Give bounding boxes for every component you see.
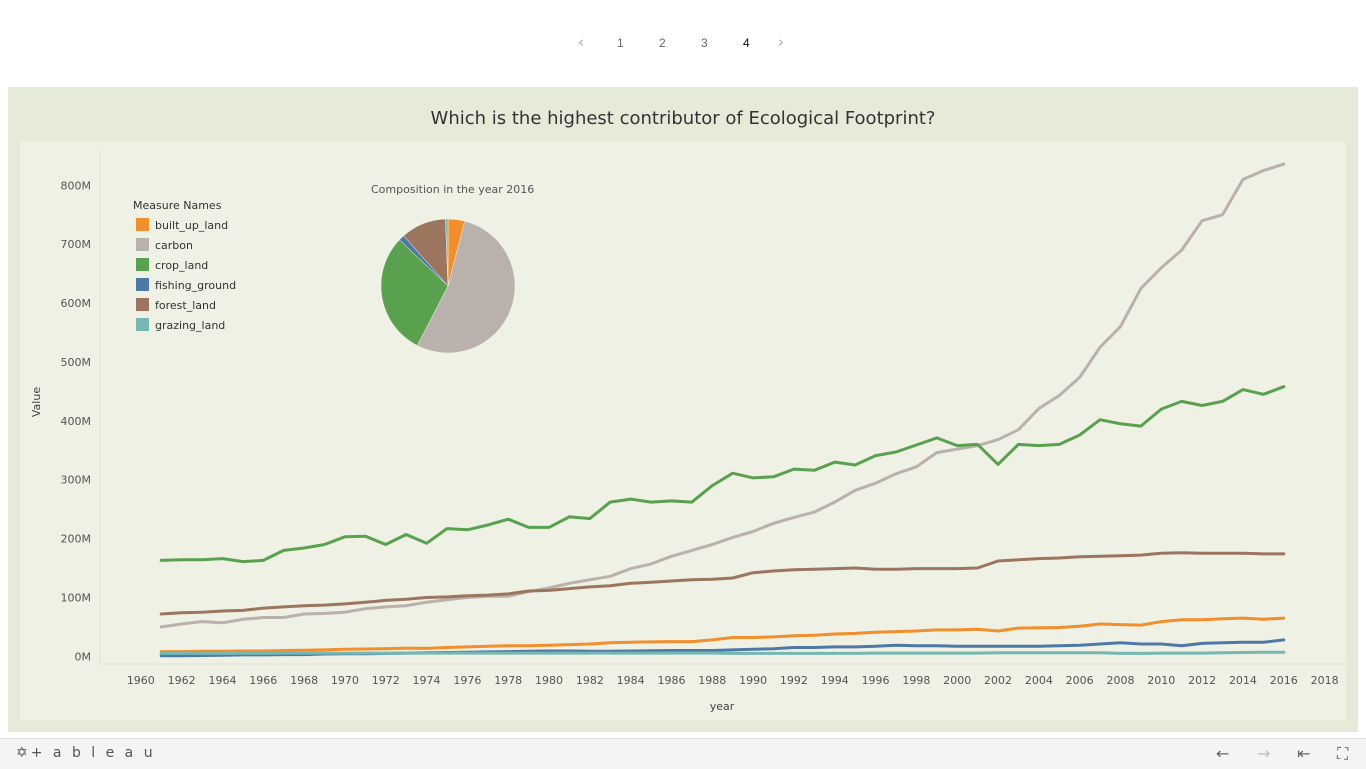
dashboard: Which is the highest contributor of Ecol… <box>8 87 1358 732</box>
y-tick-label: 800M <box>61 179 92 192</box>
x-tick-label: 1970 <box>331 674 359 687</box>
x-tick-label: 1986 <box>657 674 685 687</box>
x-tick-label: 1988 <box>698 674 726 687</box>
fullscreen-icon[interactable]: ⛶ <box>1337 744 1349 763</box>
revert-icon[interactable]: ⇤ <box>1297 744 1311 763</box>
page-link-4[interactable]: 4 <box>743 36 750 50</box>
legend-label-carbon: carbon <box>155 239 193 252</box>
y-axis-title: Value <box>30 387 43 417</box>
y-tick-label: 500M <box>61 356 92 369</box>
x-tick-label: 1984 <box>617 674 645 687</box>
y-tick-label: 400M <box>61 415 92 428</box>
undo-icon[interactable]: ← <box>1216 744 1230 763</box>
legend-label-forest-land: forest_land <box>155 299 216 312</box>
legend-swatch-built-up-land <box>136 218 149 231</box>
x-tick-label: 2018 <box>1311 674 1339 687</box>
x-tick-label: 1998 <box>902 674 930 687</box>
chevron-right-icon[interactable]: › <box>778 33 784 51</box>
ecological-footprint-chart: 0M 100M 200M 300M 400M 500M 600M 700M 800M 1960 19… <box>30 150 1345 713</box>
series-line-built-up-land <box>159 616 1286 654</box>
legend-swatch-forest-land <box>136 298 149 311</box>
dashboard-title: Which is the highest contributor of Ecol… <box>430 108 936 129</box>
legend-swatch-crop-land <box>136 258 149 271</box>
page-link-1[interactable]: 1 <box>617 36 624 50</box>
pie-slice-grazing-land <box>445 218 449 287</box>
x-tick-label: 2000 <box>943 674 971 687</box>
tableau-logo-icon: ✡ <box>16 745 31 761</box>
legend-label-fishing-ground: fishing_ground <box>155 279 236 292</box>
y-tick-label: 0M <box>75 650 92 663</box>
chevron-left-icon[interactable]: ‹ <box>578 33 584 51</box>
x-tick-label: 1966 <box>249 674 277 687</box>
y-tick-label: 300M <box>61 474 92 487</box>
x-tick-label: 2014 <box>1229 674 1257 687</box>
legend-swatch-grazing-land <box>136 318 149 331</box>
x-tick-label: 1978 <box>494 674 522 687</box>
y-tick-label: 600M <box>61 297 92 310</box>
x-tick-label: 1994 <box>821 674 849 687</box>
x-tick-label: 1968 <box>290 674 318 687</box>
x-tick-label: 1972 <box>372 674 400 687</box>
x-tick-label: 1964 <box>208 674 236 687</box>
series-line-carbon <box>159 162 1286 629</box>
x-tick-label: 1990 <box>739 674 767 687</box>
pagination: ‹ 1 2 3 4 › <box>0 30 1366 60</box>
x-tick-label: 2004 <box>1025 674 1053 687</box>
series-line-grazing-land <box>159 650 1286 655</box>
x-axis-title: year <box>710 700 735 713</box>
pie-slice-carbon <box>416 220 516 354</box>
x-tick-label: 1980 <box>535 674 563 687</box>
x-tick-label: 1974 <box>413 674 441 687</box>
x-tick-label: 1996 <box>862 674 890 687</box>
page-link-2[interactable]: 2 <box>659 36 666 50</box>
legend-label-grazing-land: grazing_land <box>155 319 225 332</box>
x-tick-label: 1992 <box>780 674 808 687</box>
y-tick-label: 100M <box>61 591 92 604</box>
pie-slice-crop-land <box>380 239 449 346</box>
legend-label-crop-land: crop_land <box>155 259 208 272</box>
tableau-logo: ✡+ a b l e a u <box>16 745 156 761</box>
x-tick-label: 2002 <box>984 674 1012 687</box>
x-tick-label: 2008 <box>1106 674 1134 687</box>
series-line-crop-land <box>159 385 1286 564</box>
series-line-forest-land <box>159 551 1286 616</box>
legend-swatch-fishing-ground <box>136 278 149 291</box>
page-link-3[interactable]: 3 <box>701 36 708 50</box>
legend-swatch-carbon <box>136 238 149 251</box>
x-tick-label: 1982 <box>576 674 604 687</box>
x-tick-label: 1962 <box>168 674 196 687</box>
x-tick-label: 1976 <box>453 674 481 687</box>
redo-icon[interactable]: → <box>1257 744 1271 763</box>
x-tick-label: 2016 <box>1270 674 1298 687</box>
legend-title: Measure Names <box>133 199 222 212</box>
x-tick-label: 2010 <box>1147 674 1175 687</box>
legend-label-built-up-land: built_up_land <box>155 219 228 232</box>
x-tick-label: 2006 <box>1066 674 1094 687</box>
pie-title: Composition in the year 2016 <box>371 183 534 196</box>
x-tick-label: 2012 <box>1188 674 1216 687</box>
x-tick-label: 1960 <box>127 674 155 687</box>
y-tick-label: 700M <box>61 238 92 251</box>
tableau-toolbar: ✡+ a b l e a u ← → ⇤ ⛶ <box>0 738 1366 769</box>
y-tick-label: 200M <box>61 533 92 546</box>
